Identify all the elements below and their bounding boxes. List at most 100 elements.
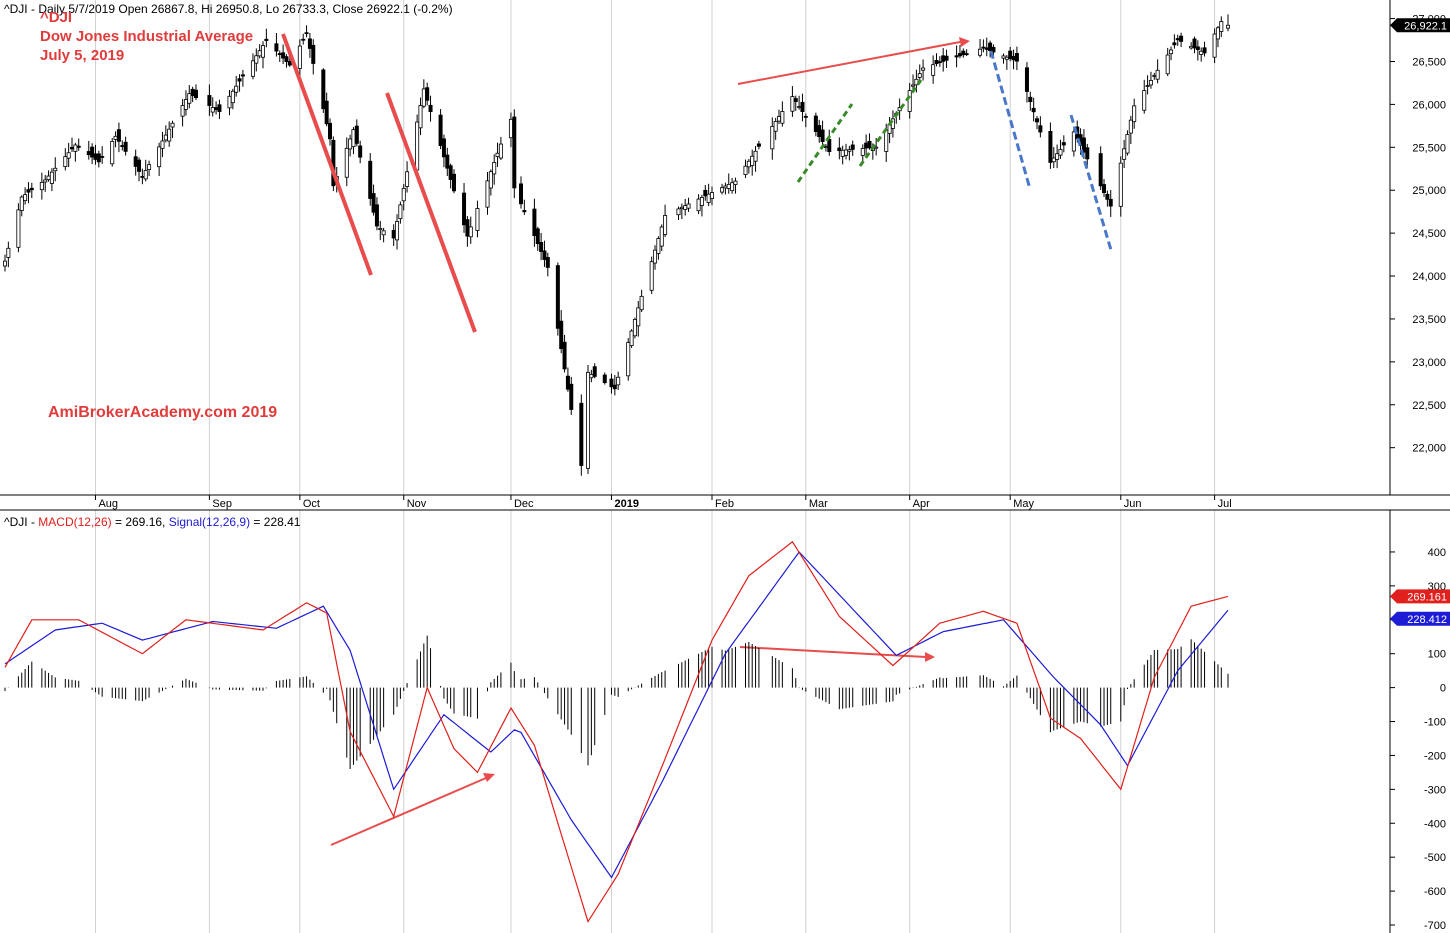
candle-body (545, 257, 550, 268)
candle-body (29, 187, 34, 191)
signal-last-value-tag-text: 228.412 (1407, 614, 1447, 626)
candle-body (988, 42, 993, 52)
macd-arrow-up (330, 777, 487, 846)
candle-body (1008, 50, 1013, 59)
candle-body (844, 149, 849, 156)
price-y-tick-label: 23,500 (1412, 314, 1446, 326)
candle-body (1061, 142, 1066, 146)
candle-body (120, 145, 125, 147)
candle-body (519, 183, 524, 205)
candle-body (820, 129, 825, 142)
candle-body (304, 32, 309, 35)
candle-body (1098, 153, 1103, 187)
candle-body (756, 143, 761, 147)
price-y-tick-label: 25,500 (1412, 142, 1446, 154)
candle-body (462, 192, 467, 226)
candle-body (1048, 130, 1053, 163)
candle-body (629, 330, 634, 346)
candle-body (1199, 50, 1204, 55)
candle-body (1071, 131, 1076, 152)
candle-body (626, 342, 631, 377)
candle-body (1081, 137, 1086, 153)
candle-body (46, 175, 51, 180)
candle-body (133, 156, 138, 167)
candle-body (378, 228, 383, 230)
candle-body (398, 204, 403, 220)
candle-body (991, 46, 996, 53)
candle-body (931, 64, 936, 76)
candle-body (609, 378, 614, 388)
candle-body (813, 115, 818, 132)
macd-y-tick-label: -300 (1424, 784, 1446, 796)
candle-body (1128, 119, 1133, 134)
candle-body (445, 154, 450, 169)
candle-body (569, 383, 574, 410)
candle-body (3, 260, 8, 267)
candle-body (720, 187, 725, 193)
candle-body (465, 219, 470, 237)
candle-body (1145, 85, 1150, 87)
candle-body (817, 125, 822, 137)
candle-body (287, 60, 292, 66)
candle-body (616, 376, 621, 386)
candle-body (451, 173, 456, 192)
candle-body (190, 88, 195, 97)
price-y-tick-label: 24,500 (1412, 228, 1446, 240)
annotation-name: Dow Jones Industrial Average (40, 28, 254, 45)
candle-body (358, 145, 363, 158)
candle-body (391, 229, 396, 239)
candle-body (679, 206, 684, 210)
x-tick-label: Aug (98, 498, 118, 510)
price-header-symbol: ^DJI (4, 2, 28, 16)
candle-body (19, 196, 24, 211)
candle-body (1122, 148, 1127, 160)
candle-body (639, 295, 644, 311)
candle-body (750, 155, 755, 166)
candle-body (49, 171, 54, 184)
macd-header-value: = 269.16, (111, 515, 169, 529)
macd-last-value-tag-box (1390, 589, 1450, 604)
candle-body (803, 115, 808, 118)
candle-body (53, 167, 58, 172)
candle-body (917, 73, 922, 78)
signal-header-value: = 228.41 (250, 515, 301, 529)
candle-body (1179, 35, 1184, 42)
price-y-tick-label: 23,000 (1412, 357, 1446, 369)
candle-body (170, 122, 175, 128)
candle-body (100, 156, 105, 158)
price-series (3, 14, 1231, 476)
candle-body (180, 105, 185, 117)
candle-body (1038, 125, 1043, 133)
candle-body (167, 128, 172, 142)
candle-body (860, 148, 865, 156)
candle-body (777, 116, 782, 122)
candle-body (827, 138, 832, 152)
candle-body (676, 208, 681, 216)
candle-body (535, 228, 540, 244)
trendline-green-2 (858, 79, 923, 167)
candle-body (250, 60, 255, 77)
candle-body (26, 189, 31, 193)
candle-body (227, 95, 232, 109)
price-header: ^DJI - Daily 5/7/2019 Open 26867.8, Hi 2… (4, 2, 453, 16)
x-tick-label: Apr (913, 498, 930, 510)
candle-body (1108, 198, 1113, 207)
x-tick-label: Feb (715, 498, 734, 510)
candle-body (284, 56, 289, 62)
candle-body (321, 69, 326, 110)
candle-body (565, 375, 570, 390)
candle-body (237, 78, 242, 82)
x-tick-label: 2019 (614, 498, 638, 510)
candle-body (163, 134, 168, 141)
candle-body (116, 129, 121, 142)
candle-body (395, 221, 400, 241)
macd-y-tick-label: -600 (1424, 886, 1446, 898)
candle-body (887, 124, 892, 134)
candle-body (723, 185, 728, 189)
candle-body (187, 93, 192, 104)
candle-body (425, 87, 430, 101)
candle-body (663, 215, 668, 235)
candle-body (210, 107, 215, 113)
candle-body (66, 152, 71, 159)
